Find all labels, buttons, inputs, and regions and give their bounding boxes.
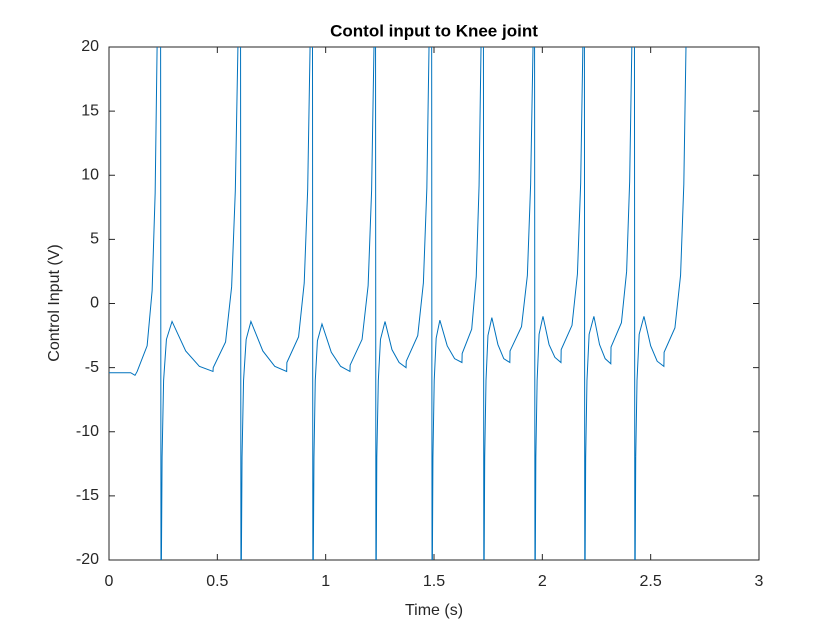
x-tick-label: 2: [538, 573, 547, 590]
y-tick-label: 20: [81, 38, 99, 55]
chart-title: Contol input to Knee joint: [330, 21, 538, 40]
x-tick-label: 2.5: [640, 573, 662, 590]
x-axis-label: Time (s): [405, 602, 463, 619]
y-tick-label: -20: [76, 551, 99, 568]
x-tick-label: 1.5: [423, 573, 445, 590]
plot-area: [109, 47, 687, 560]
y-tick-label: -5: [85, 359, 99, 376]
x-tick-label: 3: [755, 573, 764, 590]
plot-box: [108, 46, 760, 561]
x-tick-label: 0.5: [206, 573, 228, 590]
x-tick-label: 1: [321, 573, 330, 590]
y-tick-label: 10: [81, 166, 99, 183]
y-tick-label: -10: [76, 423, 99, 440]
y-axis-label: Control Input (V): [46, 244, 63, 361]
y-tick-label: -15: [76, 487, 99, 504]
y-tick-label: 15: [81, 102, 99, 119]
x-tick-label: 0: [105, 573, 114, 590]
data-line: [109, 47, 687, 560]
y-tick-label: 0: [90, 295, 99, 312]
y-tick-label: 5: [90, 231, 99, 248]
